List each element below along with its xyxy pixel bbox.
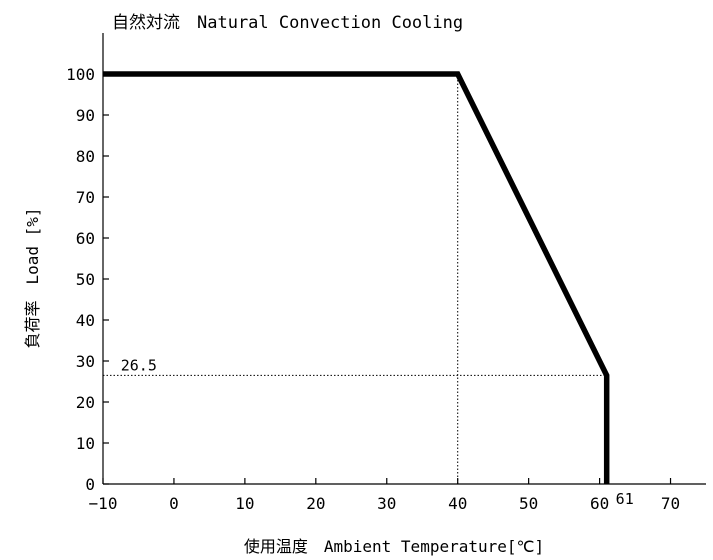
x-tick-label: 50 — [519, 494, 538, 513]
y-tick-label: 60 — [76, 229, 95, 248]
x-tick-label: 0 — [169, 494, 179, 513]
x-tick-label: 30 — [377, 494, 396, 513]
y-tick-label: 80 — [76, 147, 95, 166]
x-tick-label: 70 — [661, 494, 680, 513]
y-tick-label: 30 — [76, 352, 95, 371]
derating-curve — [103, 71, 610, 484]
x-axis-ticks: −10 0 10 20 30 40 50 60 70 — [89, 478, 680, 513]
y-tick-label: 0 — [85, 475, 95, 494]
y-tick-label: 10 — [76, 434, 95, 453]
annotations: 26.5 61 — [121, 356, 634, 508]
y-tick-label: 90 — [76, 106, 95, 125]
reference-lines — [103, 74, 607, 484]
annotation-26-5: 26.5 — [121, 356, 157, 374]
x-tick-label: 20 — [306, 494, 325, 513]
y-axis-ticks: 0 10 20 30 40 50 60 70 80 90 100 — [66, 65, 109, 494]
x-axis-label: 使用温度 Ambient Temperature[℃] — [244, 537, 544, 556]
y-tick-label: 50 — [76, 270, 95, 289]
x-tick-label: 60 — [590, 494, 609, 513]
chart-title: 自然対流 Natural Convection Cooling — [112, 13, 463, 33]
x-tick-label: 10 — [235, 494, 254, 513]
y-axis-label: 負荷率 Load [%] — [23, 207, 42, 348]
y-tick-label: 20 — [76, 393, 95, 412]
x-tick-label: −10 — [89, 494, 118, 513]
y-tick-label: 40 — [76, 311, 95, 330]
series-layer — [103, 71, 610, 484]
y-tick-label: 100 — [66, 65, 95, 84]
plot-area — [102, 33, 706, 485]
y-tick-label: 70 — [76, 188, 95, 207]
x-tick-label: 40 — [448, 494, 467, 513]
annotation-61: 61 — [616, 490, 634, 508]
